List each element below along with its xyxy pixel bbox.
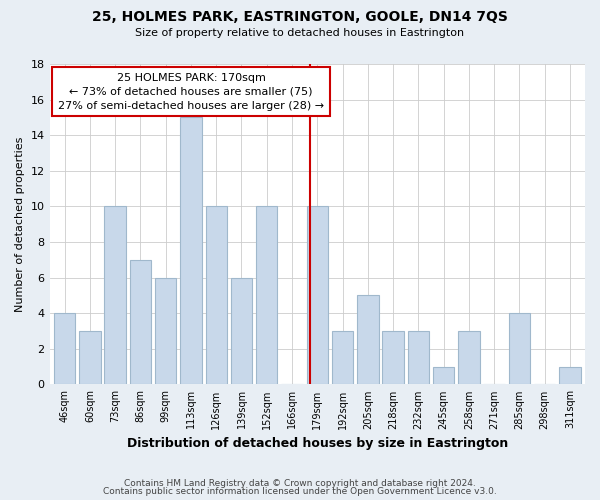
Bar xyxy=(54,313,76,384)
Bar xyxy=(155,278,176,384)
Bar xyxy=(407,331,429,384)
Bar xyxy=(382,331,404,384)
Bar xyxy=(559,366,581,384)
Bar xyxy=(307,206,328,384)
Bar xyxy=(509,313,530,384)
Bar xyxy=(130,260,151,384)
Bar xyxy=(332,331,353,384)
Text: 25 HOLMES PARK: 170sqm
← 73% of detached houses are smaller (75)
27% of semi-det: 25 HOLMES PARK: 170sqm ← 73% of detached… xyxy=(58,73,324,111)
Text: Size of property relative to detached houses in Eastrington: Size of property relative to detached ho… xyxy=(136,28,464,38)
Y-axis label: Number of detached properties: Number of detached properties xyxy=(15,136,25,312)
Text: Contains HM Land Registry data © Crown copyright and database right 2024.: Contains HM Land Registry data © Crown c… xyxy=(124,478,476,488)
Bar xyxy=(458,331,479,384)
Bar xyxy=(206,206,227,384)
Bar xyxy=(79,331,101,384)
Bar xyxy=(180,118,202,384)
Text: 25, HOLMES PARK, EASTRINGTON, GOOLE, DN14 7QS: 25, HOLMES PARK, EASTRINGTON, GOOLE, DN1… xyxy=(92,10,508,24)
Bar xyxy=(256,206,277,384)
Bar xyxy=(433,366,454,384)
Bar xyxy=(231,278,252,384)
Text: Contains public sector information licensed under the Open Government Licence v3: Contains public sector information licen… xyxy=(103,487,497,496)
Bar xyxy=(357,296,379,384)
Bar xyxy=(104,206,126,384)
X-axis label: Distribution of detached houses by size in Eastrington: Distribution of detached houses by size … xyxy=(127,437,508,450)
